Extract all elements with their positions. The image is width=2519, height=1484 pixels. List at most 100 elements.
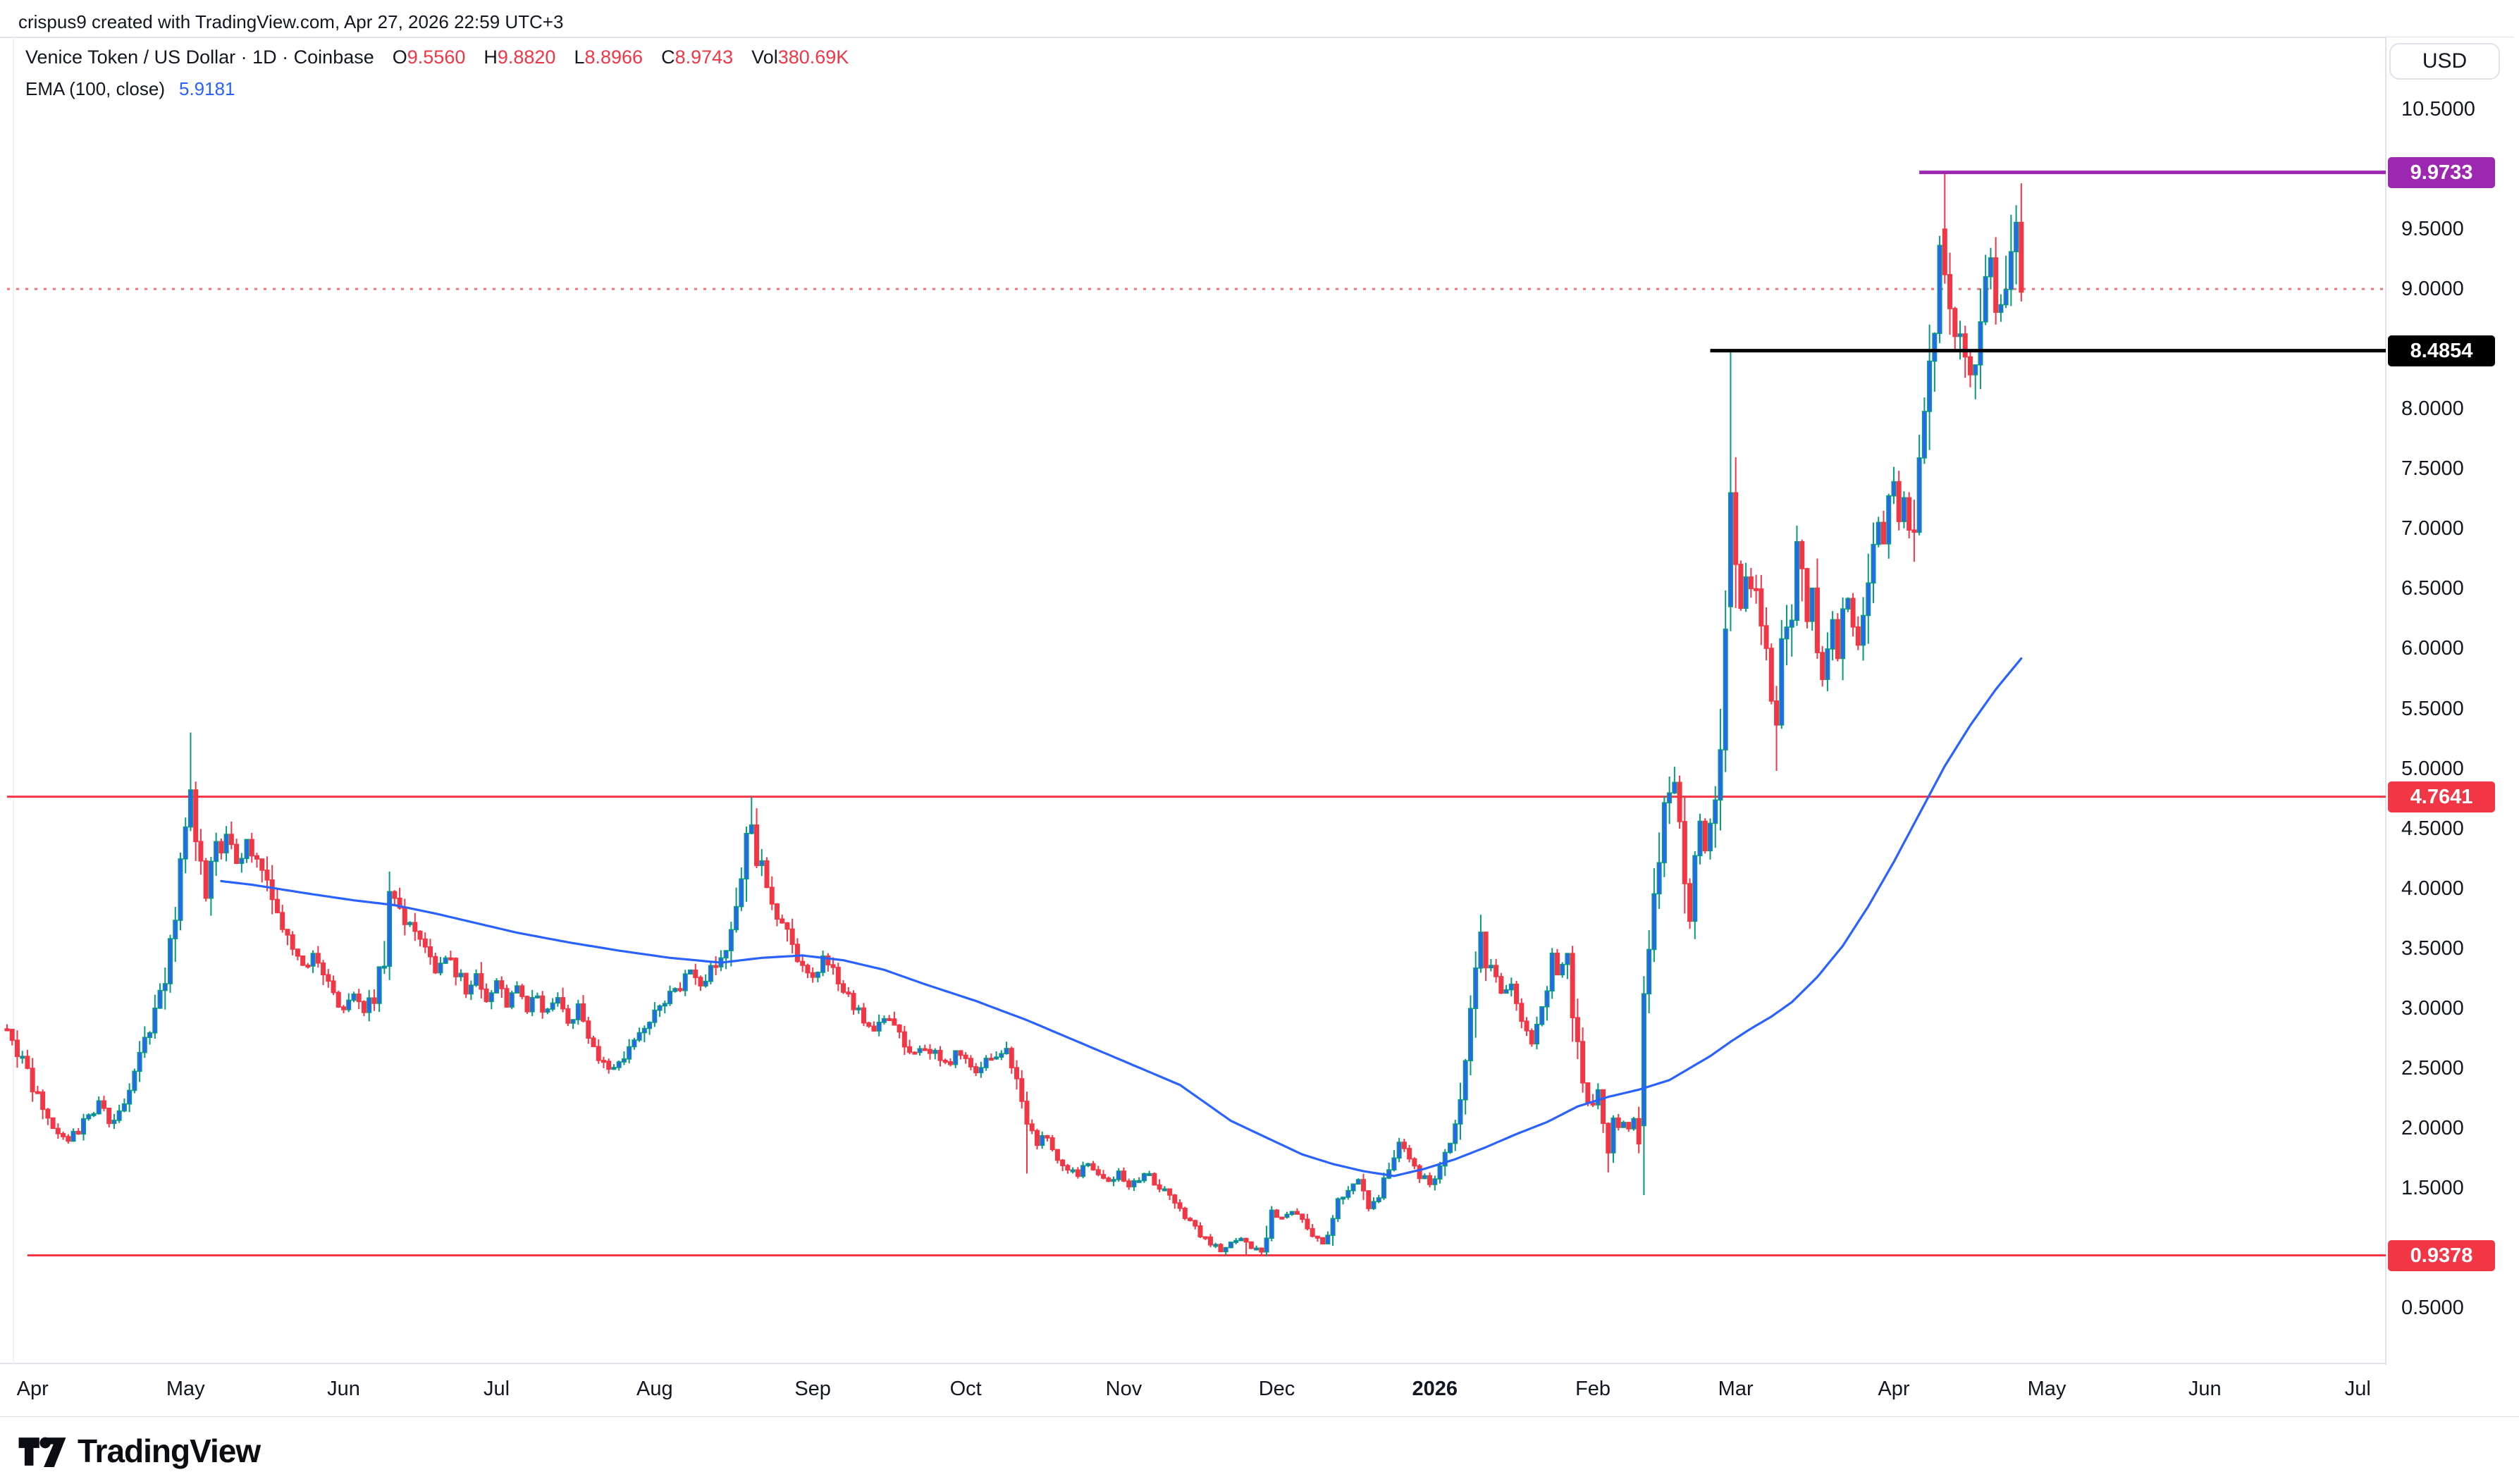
candle-down bbox=[677, 982, 683, 993]
candle-down bbox=[1519, 998, 1525, 1029]
candle-down bbox=[1188, 1216, 1193, 1222]
candle-down bbox=[1942, 172, 1947, 284]
candle-down bbox=[4, 1024, 10, 1032]
candle-up bbox=[1162, 1186, 1167, 1192]
price-axis[interactable]: USD 10.5000 9.5000 9.0000 8.0000 7.5000 7.000… bbox=[2386, 37, 2519, 1416]
price-tick-label: 3.0000 bbox=[2401, 996, 2464, 1020]
price-tick-label: 10.5000 bbox=[2401, 98, 2475, 120]
candle-down bbox=[193, 781, 199, 861]
candle-down bbox=[1106, 1176, 1111, 1182]
time-axis-label: Feb bbox=[1575, 1378, 1611, 1400]
candle-down bbox=[540, 991, 546, 1019]
candle-down bbox=[789, 918, 795, 954]
candle-up bbox=[443, 956, 448, 965]
candle-down bbox=[606, 1058, 612, 1074]
candle-up bbox=[2014, 205, 2019, 285]
candle-up bbox=[1809, 587, 1815, 631]
candle-up bbox=[550, 998, 555, 1012]
candle-down bbox=[433, 952, 438, 975]
candle-down bbox=[1065, 1163, 1071, 1174]
candle-up bbox=[1228, 1242, 1233, 1249]
candle-down bbox=[887, 1015, 892, 1022]
candle-up bbox=[1345, 1186, 1351, 1200]
price-levels-over[interactable] bbox=[1710, 171, 2386, 353]
candle-down bbox=[1763, 607, 1769, 661]
candle-up bbox=[1396, 1137, 1402, 1163]
candle-up bbox=[667, 985, 673, 1006]
time-axis-label: Mar bbox=[1718, 1378, 1754, 1400]
candle-up bbox=[1646, 930, 1652, 1013]
candle-down bbox=[1193, 1220, 1198, 1230]
candle-up bbox=[1467, 995, 1473, 1075]
candle-down bbox=[1967, 349, 1973, 388]
candle-up bbox=[1661, 796, 1667, 877]
candle-up bbox=[1727, 350, 1733, 631]
candle-down bbox=[713, 956, 719, 975]
time-axis[interactable]: Apr May Jun Jul Aug Sep Oct Nov Dec 2026 Feb Mar Apr… bbox=[0, 1365, 2519, 1416]
volume-value: Vol 380.69K bbox=[751, 47, 849, 68]
high-value: H 9.8820 bbox=[484, 47, 556, 68]
symbol-title[interactable]: Venice Token / US Dollar · 1D · Coinbase bbox=[25, 47, 374, 68]
candle-up bbox=[1871, 522, 1876, 603]
candle-up bbox=[1070, 1167, 1076, 1174]
candle-down bbox=[1606, 1122, 1611, 1173]
candle-down bbox=[66, 1134, 71, 1144]
candle-down bbox=[1575, 998, 1580, 1060]
currency-toggle-button[interactable]: USD bbox=[2389, 43, 2500, 80]
candle-down bbox=[1024, 1092, 1030, 1174]
candle-up bbox=[1845, 597, 1851, 612]
candle-up bbox=[856, 1005, 861, 1014]
candle-up bbox=[1718, 708, 1723, 831]
indicator-label[interactable]: EMA (100, close) bbox=[25, 78, 165, 99]
tradingview-logo[interactable]: TradingView bbox=[18, 1432, 261, 1470]
candle-down bbox=[968, 1055, 973, 1070]
candle-up bbox=[1376, 1194, 1381, 1204]
time-axis-label: Jul bbox=[2344, 1378, 2371, 1400]
candle-up bbox=[1350, 1183, 1356, 1194]
candle-up bbox=[1453, 1120, 1458, 1151]
ema-indicator-line[interactable] bbox=[220, 657, 2023, 1177]
candle-up bbox=[708, 963, 713, 984]
candle-down bbox=[835, 963, 841, 991]
candle-down bbox=[901, 1025, 907, 1056]
candle-up bbox=[744, 826, 749, 902]
candle-up bbox=[1595, 1083, 1601, 1110]
candle-down bbox=[1911, 500, 1917, 562]
candle-down bbox=[922, 1044, 928, 1051]
candle-down bbox=[1300, 1213, 1305, 1223]
candle-down bbox=[101, 1096, 106, 1111]
candle-up bbox=[458, 969, 464, 982]
candle-up bbox=[168, 934, 173, 993]
candle-up bbox=[820, 951, 826, 977]
candle-down bbox=[1907, 492, 1912, 539]
price-tick-label: 0.5000 bbox=[2401, 1297, 2464, 1319]
symbol-legend-row: Venice Token / US Dollar · 1D · Coinbase… bbox=[25, 47, 849, 68]
candle-down bbox=[907, 1039, 913, 1055]
price-levels-under[interactable] bbox=[7, 287, 2386, 1257]
candle-up bbox=[647, 1021, 653, 1035]
candle-up bbox=[703, 974, 708, 988]
price-level-chip: 4.7641 bbox=[2388, 781, 2495, 812]
candle-down bbox=[1626, 1122, 1632, 1132]
candle-up bbox=[1891, 466, 1897, 505]
candle-down bbox=[1019, 1070, 1025, 1109]
candle-up bbox=[239, 853, 245, 873]
candle-down bbox=[871, 1021, 877, 1032]
candle-up bbox=[611, 1064, 617, 1070]
candle-down bbox=[45, 1108, 51, 1125]
candle-up bbox=[999, 1050, 1004, 1061]
candle-down bbox=[463, 972, 469, 998]
candle-up bbox=[1544, 986, 1550, 1021]
candle-up bbox=[1462, 1058, 1468, 1115]
time-axis-label: Jul bbox=[484, 1378, 510, 1400]
candle-down bbox=[958, 1050, 963, 1060]
candle-down bbox=[55, 1123, 61, 1139]
candle-up bbox=[2008, 214, 2014, 307]
candle-up bbox=[1341, 1197, 1346, 1205]
candle-up bbox=[1458, 1082, 1463, 1140]
candle-up bbox=[1866, 553, 1871, 644]
candle-up bbox=[641, 1025, 647, 1043]
candle-up bbox=[438, 956, 443, 976]
candle-up bbox=[953, 1050, 959, 1068]
